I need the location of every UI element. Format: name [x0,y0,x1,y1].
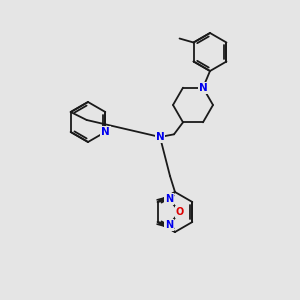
Text: N: N [199,83,207,93]
Text: N: N [156,132,164,142]
Text: O: O [176,207,184,217]
Text: N: N [165,220,173,230]
Text: N: N [165,194,173,204]
Text: N: N [101,127,110,137]
